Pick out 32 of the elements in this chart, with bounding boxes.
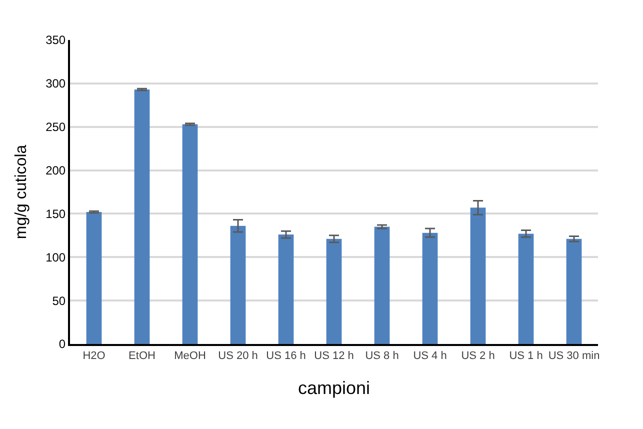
x-axis-title: campioni bbox=[298, 378, 370, 398]
y-tick-label: 150 bbox=[46, 206, 66, 221]
y-tick-label: 200 bbox=[46, 163, 66, 178]
y-axis-title: mg/g cuticola bbox=[12, 144, 30, 240]
x-tick-label: H2O bbox=[82, 350, 106, 362]
x-tick-label: US 4 h bbox=[413, 350, 447, 362]
bar bbox=[374, 226, 390, 344]
x-tick-label: US 30 min bbox=[548, 350, 600, 362]
y-tick-label: 0 bbox=[58, 337, 66, 352]
x-tick-label: US 20 h bbox=[218, 350, 258, 362]
y-tick-label: 300 bbox=[46, 76, 66, 91]
bar bbox=[182, 124, 198, 344]
bar bbox=[566, 238, 582, 344]
bar bbox=[86, 212, 102, 344]
bar bbox=[518, 234, 534, 344]
x-tick-label: MeOH bbox=[174, 350, 206, 362]
bar bbox=[230, 226, 246, 344]
x-tick-label: US 16 h bbox=[266, 350, 306, 362]
bar bbox=[422, 232, 438, 344]
x-tick-label: US 1 h bbox=[509, 350, 543, 362]
y-tick-label: 50 bbox=[52, 294, 66, 308]
bar bbox=[134, 90, 150, 344]
x-tick-label: US 12 h bbox=[314, 350, 354, 362]
bar bbox=[470, 208, 486, 344]
y-tick-label: 100 bbox=[46, 250, 66, 264]
y-tick-label: 250 bbox=[46, 120, 66, 134]
x-tick-label: US 2 h bbox=[461, 350, 495, 362]
x-tick-label: US 8 h bbox=[365, 350, 399, 362]
y-tick-label: 350 bbox=[46, 33, 66, 48]
bar bbox=[326, 238, 342, 344]
x-tick-label: EtOH bbox=[128, 350, 156, 362]
bar bbox=[278, 234, 294, 344]
